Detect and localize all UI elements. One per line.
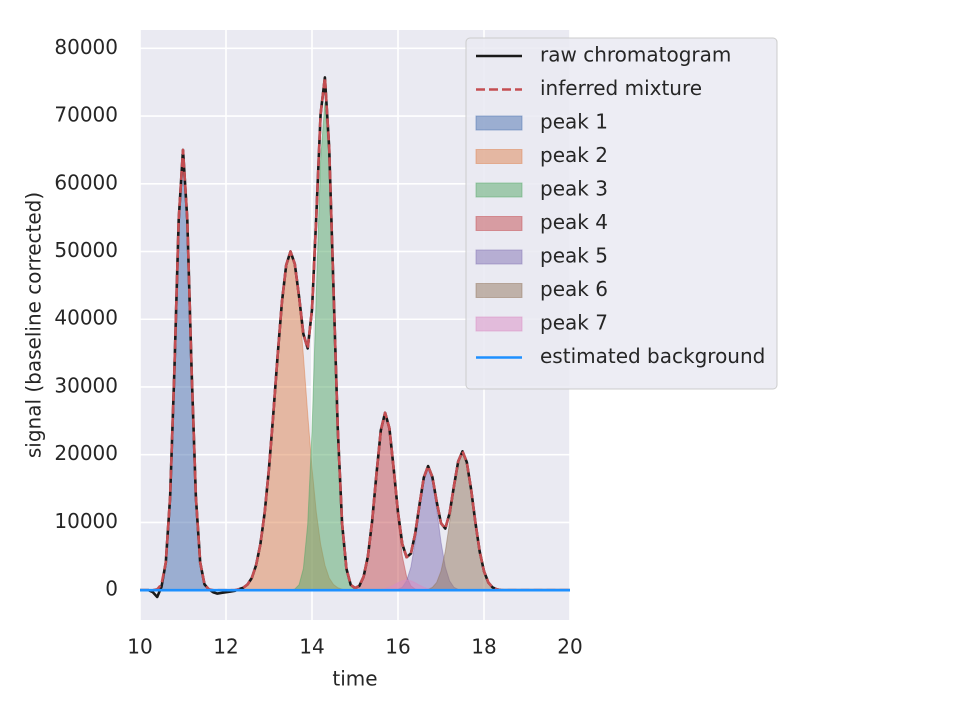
legend-label: estimated background <box>540 344 765 368</box>
legend-label: peak 2 <box>540 143 608 167</box>
x-tick-label: 14 <box>299 635 324 659</box>
y-tick-label: 0 <box>105 577 118 601</box>
x-tick-label: 18 <box>471 635 496 659</box>
legend-label: peak 3 <box>540 177 608 201</box>
y-tick-label: 10000 <box>54 509 118 533</box>
legend-swatch <box>475 316 523 332</box>
y-tick-label: 70000 <box>54 103 118 127</box>
x-axis-label: time <box>332 667 377 691</box>
legend-label: peak 7 <box>540 311 608 335</box>
legend-label: peak 1 <box>540 110 608 134</box>
y-tick-label: 30000 <box>54 373 118 397</box>
legend-box <box>465 37 778 390</box>
y-tick-label: 60000 <box>54 170 118 194</box>
plot <box>140 76 570 599</box>
legend-swatch <box>475 182 523 198</box>
x-tick-label: 20 <box>557 635 582 659</box>
legend-swatch <box>475 249 523 265</box>
legend: raw chromatogram inferred mixture peak 1 pe… <box>465 37 778 390</box>
legend-swatch <box>475 283 523 298</box>
y-axis-label: signal (baseline corrected) <box>22 192 46 458</box>
legend-label: peak 5 <box>540 244 608 268</box>
legend-swatch <box>475 149 523 164</box>
y-tick-label: 50000 <box>54 238 118 262</box>
legend-label: inferred mixture <box>540 76 702 100</box>
axes: 10 12 14 16 18 20 0 10000 20000 30000 40000 50000 60… <box>54 35 582 659</box>
y-tick-label: 80000 <box>54 35 118 59</box>
legend-label: raw chromatogram <box>540 43 731 67</box>
x-tick-label: 10 <box>127 635 152 659</box>
legend-label: peak 6 <box>540 277 608 301</box>
legend-label: peak 4 <box>540 210 608 234</box>
y-tick-label: 40000 <box>54 306 118 330</box>
y-tick-label: 20000 <box>54 441 118 465</box>
legend-swatch <box>475 115 523 131</box>
x-tick-label: 16 <box>385 635 410 659</box>
legend-swatch <box>475 216 523 231</box>
x-tick-label: 12 <box>213 635 238 659</box>
